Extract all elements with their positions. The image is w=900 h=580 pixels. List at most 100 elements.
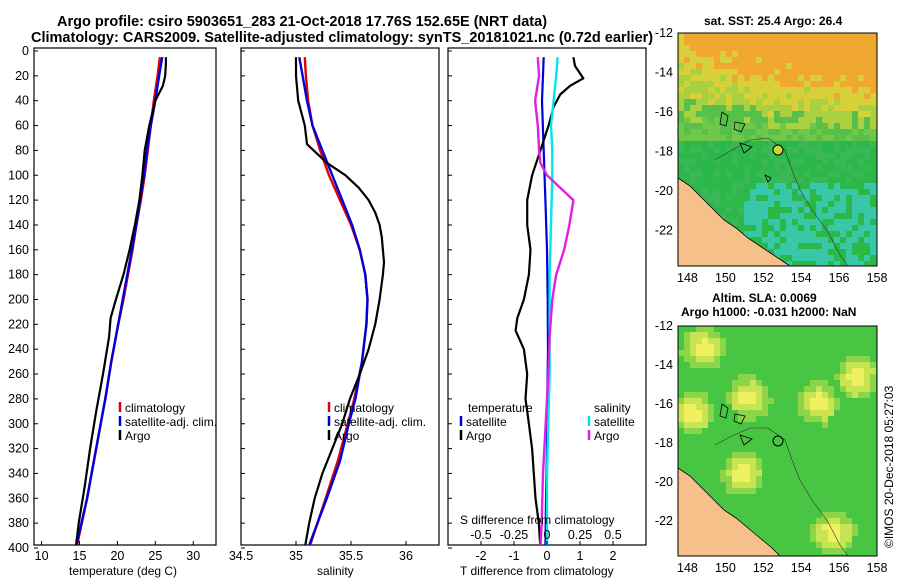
sst-cell xyxy=(840,39,847,46)
sla-cell xyxy=(792,458,799,465)
sst-cell xyxy=(858,237,865,244)
sst-cell xyxy=(702,153,709,160)
sst-cell xyxy=(774,51,781,58)
sst-cell xyxy=(684,111,691,118)
sst-cell xyxy=(822,201,829,208)
sla-cell xyxy=(846,554,853,556)
sla-cell xyxy=(684,368,691,375)
sst-cell xyxy=(870,81,877,88)
sla-cell xyxy=(798,428,805,435)
sla-cell xyxy=(804,452,811,459)
sst-cell xyxy=(804,243,811,250)
sla-cell xyxy=(852,434,859,441)
sla-cell xyxy=(816,434,823,441)
sst-cell xyxy=(786,147,793,154)
sst-cell xyxy=(756,189,763,196)
sla-cell xyxy=(774,344,781,351)
sst-cell xyxy=(792,129,799,136)
sst-cell xyxy=(762,51,769,58)
map-y-tick-label: -12 xyxy=(655,26,673,40)
sst-cell xyxy=(774,99,781,106)
sla-cell xyxy=(834,368,841,375)
sla-cell xyxy=(828,338,835,345)
sst-cell xyxy=(858,123,865,130)
sla-cell xyxy=(852,494,859,501)
sla-cell xyxy=(702,404,709,411)
sst-cell xyxy=(702,75,709,82)
sst-cell xyxy=(690,123,697,130)
sla-cell xyxy=(678,326,685,333)
sla-cell xyxy=(858,518,865,525)
sla-cell xyxy=(864,548,871,555)
sst-cell xyxy=(834,33,841,40)
sst-cell xyxy=(678,81,685,88)
sst-cell xyxy=(714,129,721,136)
sst-cell xyxy=(870,165,877,172)
sla-cell xyxy=(720,470,727,477)
sla-cell xyxy=(858,494,865,501)
sla-cell xyxy=(786,494,793,501)
sla-cell xyxy=(786,470,793,477)
sst-cell xyxy=(702,195,709,202)
sst-cell xyxy=(792,93,799,100)
sla-cell xyxy=(780,524,787,531)
sst-cell xyxy=(702,159,709,166)
sst-cell xyxy=(732,33,739,40)
sla-cell xyxy=(870,338,877,345)
sst-cell xyxy=(738,87,745,94)
sst-cell xyxy=(834,159,841,166)
sst-cell xyxy=(852,147,859,154)
sla-cell xyxy=(684,416,691,423)
difference-series xyxy=(514,57,585,545)
sst-cell xyxy=(774,117,781,124)
sla-cell xyxy=(828,470,835,477)
sst-cell xyxy=(828,141,835,148)
sla-cell xyxy=(696,446,703,453)
sst-cell xyxy=(708,201,715,208)
sst-cell xyxy=(792,225,799,232)
sst-cell xyxy=(684,69,691,76)
sst-cell xyxy=(810,111,817,118)
sst-cell xyxy=(852,237,859,244)
sst-cell xyxy=(822,207,829,214)
sst-cell xyxy=(786,171,793,178)
sla-cell xyxy=(828,548,835,555)
sst-map-title: sat. SST: 25.4 Argo: 26.4 xyxy=(704,14,843,28)
x-axis-ticks: 10 15 20 25 30 34.5 35 35.5 36 -2 -1 0 1 2-0.5 -0.25 0 0… xyxy=(35,528,622,563)
sla-cell xyxy=(774,398,781,405)
sst-cell xyxy=(708,189,715,196)
sla-cell xyxy=(840,542,847,549)
sst-cell xyxy=(792,243,799,250)
sla-cell xyxy=(822,428,829,435)
sst-cell xyxy=(714,57,721,64)
sst-cell xyxy=(774,189,781,196)
sst-cell xyxy=(744,219,751,226)
sla-cell xyxy=(870,374,877,381)
sla-cell xyxy=(864,338,871,345)
sst-cell xyxy=(756,135,763,142)
sla-cell xyxy=(780,326,787,333)
sst-cell xyxy=(816,141,823,148)
sla-cell xyxy=(792,530,799,537)
sst-cell xyxy=(738,141,745,148)
sst-cell xyxy=(822,51,829,58)
sla-cell xyxy=(696,452,703,459)
sla-cell xyxy=(768,374,775,381)
sst-cell xyxy=(702,129,709,136)
sla-cell xyxy=(762,422,769,429)
sla-cell xyxy=(756,386,763,393)
sst-cell xyxy=(708,267,715,274)
sla-cell xyxy=(768,518,775,525)
sst-cell xyxy=(786,99,793,106)
sst-cell xyxy=(840,159,847,166)
sst-cell xyxy=(792,213,799,220)
x-tick-label: 30 xyxy=(186,549,200,563)
sst-cell xyxy=(774,105,781,112)
sla-cell xyxy=(798,362,805,369)
sst-cell xyxy=(714,201,721,208)
sst-cell xyxy=(738,225,745,232)
sst-cell xyxy=(762,231,769,238)
sla-cell xyxy=(792,392,799,399)
sla-cell xyxy=(678,452,685,459)
sst-cell xyxy=(738,135,745,142)
